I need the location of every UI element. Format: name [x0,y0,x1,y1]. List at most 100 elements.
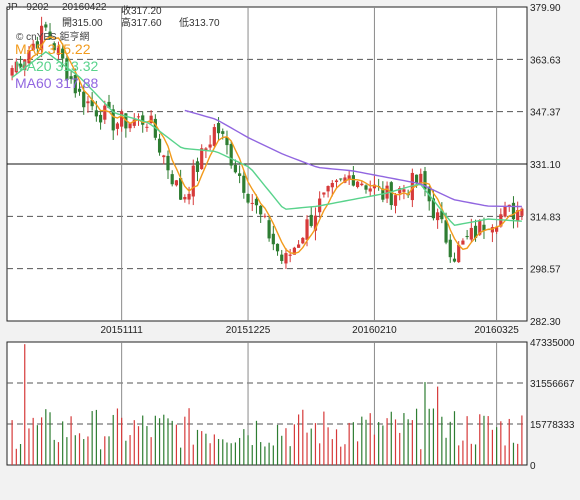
candle-body [465,235,469,238]
candle-body [14,61,18,73]
candle-body [313,215,318,231]
volume-bar [57,442,60,465]
candle-body [393,195,398,206]
candle-body [61,48,65,59]
date-tick-label: 20160325 [474,325,519,336]
candle-body [478,220,482,235]
ma20-line [11,51,522,227]
volume-bar [466,416,468,465]
candle-body [187,193,191,200]
volume-bar [352,422,354,465]
candle-body [174,180,179,186]
date-tick-label: 20151111 [101,325,144,336]
candles [10,16,524,269]
volume-bar [95,409,97,465]
cnyes-watermark: © cnYES 鉅亨網 [16,32,90,43]
ma5-line [28,36,523,255]
volume-bar [474,444,477,465]
candle-body [296,244,301,248]
volume-bar [437,386,439,465]
candle-body [86,101,90,104]
volume-plot-area [6,341,528,466]
candle-body [284,253,288,264]
volume-bar [415,408,418,465]
volume-bar [285,428,287,465]
volume-tick-label: 31556667 [530,379,575,390]
candle-body [183,196,187,200]
candle-body [10,68,14,76]
volume-bar [45,409,47,465]
candle-body [208,144,212,148]
volume-bar [390,411,392,465]
candle-body [82,91,86,108]
volume-bar [340,446,342,465]
candle-body [389,182,393,206]
candle-body [229,144,233,166]
volume-bar [386,418,388,465]
price-tick-label: 347.37 [530,108,561,119]
price-tick-label: 379.90 [530,3,561,14]
volume-bar [260,442,262,465]
candle-body [170,174,174,185]
volume-bar [356,441,359,465]
volume-bar [150,437,152,465]
volume-bar [91,411,93,465]
volume-bar [146,426,148,465]
candle-body [200,148,204,170]
volume-bar [201,431,203,465]
candle-body [267,220,271,239]
volume-bar [365,419,367,465]
volume-bar [310,428,312,465]
legend-ma5: MA5 315.22 [15,41,91,57]
volume-bar [521,415,523,465]
candle-body [288,254,292,256]
candle-body [149,115,153,124]
candle-body [162,155,166,158]
volume-bar [496,427,498,465]
volume-bar [239,437,241,465]
candle-body [309,214,313,226]
candle-body [469,227,473,240]
volume-bar [407,419,409,465]
price-tick-label: 331.10 [530,160,561,171]
price-tick-labels: 379.90 363.63 347.37 331.10 314.83 298.57 282.… [530,3,561,328]
candle-body [27,49,31,64]
volume-bar [70,416,72,465]
candle-body [482,224,486,231]
candle-body [246,193,250,203]
candle-body [292,247,296,255]
volume-bar [188,408,190,465]
date-tick-label: 20151225 [226,325,271,336]
volume-bar [432,408,435,465]
candle-body [107,101,111,109]
candle-body [263,215,267,217]
volume-bar [508,418,510,465]
candle-body [343,177,347,183]
candle-body [35,41,39,49]
volume-bar [479,414,481,465]
legend-ma60: MA60 317.88 [15,75,99,91]
candle-body [419,173,423,184]
volume-bar [121,417,123,465]
volume-bar [40,417,43,465]
volume-bar [306,432,308,465]
volume-bar [424,382,426,465]
volume-bar [297,414,300,465]
volume-bar [378,422,380,465]
candle-body [372,184,377,189]
ticker-label: JP - 9202 [6,2,49,13]
volume-bars [11,344,523,465]
candle-body [65,58,69,81]
volume-bar [66,437,68,465]
candle-body [511,202,516,220]
candle-body [364,185,368,190]
candle-body [507,204,511,207]
volume-bar [53,439,55,465]
volume-bar [458,445,460,465]
candle-body [436,212,440,221]
candle-body [385,185,389,199]
volume-bar [411,420,413,465]
candle-body [440,210,444,220]
